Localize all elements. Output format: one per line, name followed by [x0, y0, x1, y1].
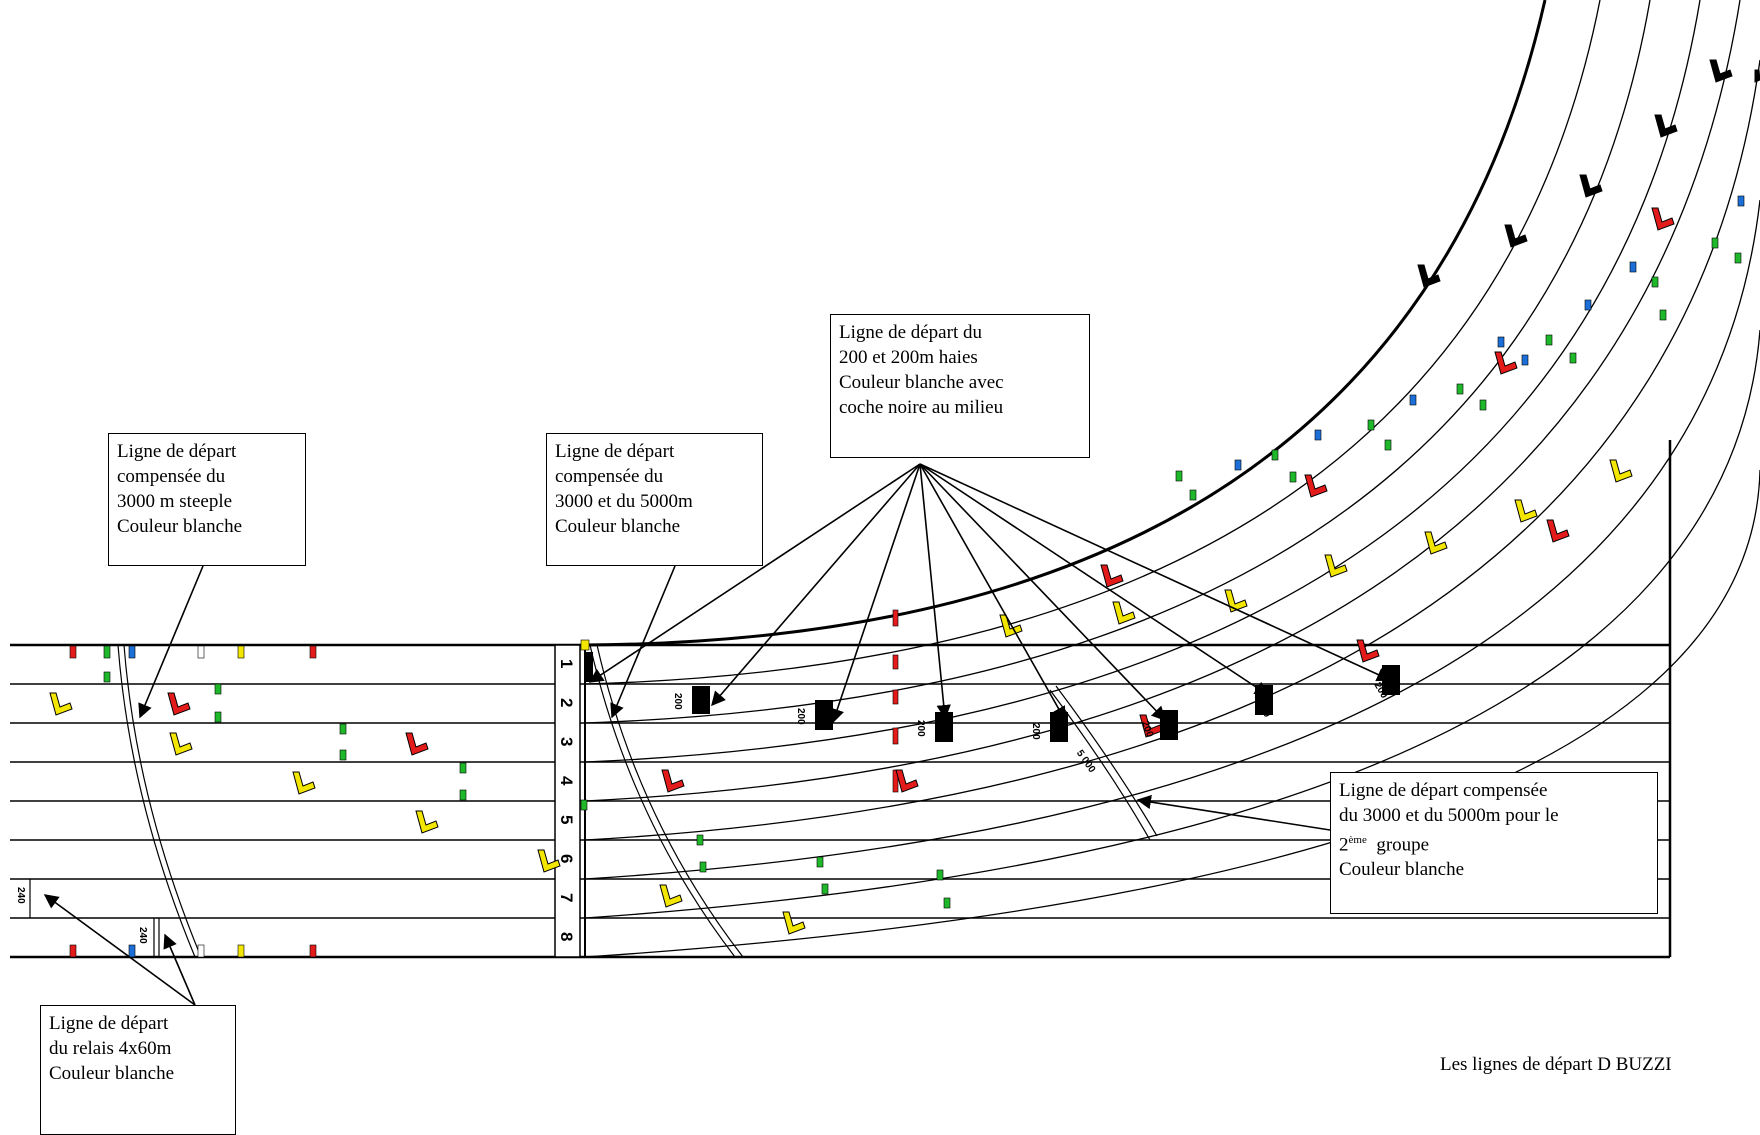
callout-long-distance: Ligne de départ compensée du 3000 et du … — [546, 433, 763, 566]
distance-label: 200 — [672, 693, 683, 710]
arrow-relay-2 — [163, 933, 196, 1006]
callout-text: coche noire au milieu — [839, 397, 1004, 418]
marker-yellow — [1424, 531, 1448, 555]
marker-yellow — [1514, 499, 1538, 523]
lane-number: 7 — [557, 893, 576, 902]
colored-marks — [69, 195, 1745, 958]
callout-text: Couleur blanche — [555, 516, 681, 537]
marker-yellow — [292, 771, 316, 795]
marker-yellow — [537, 849, 561, 873]
callout-text: Ligne de départ — [117, 441, 237, 462]
lane-number: 8 — [557, 932, 576, 941]
two-hundred-start-marks: 200 200 200 200 200 200 200 5 000 240 24… — [15, 652, 1400, 944]
callout-text: Ligne de départ — [49, 1013, 169, 1034]
arrow-steeple — [138, 565, 204, 719]
callout-text-group: 2ème groupe — [1339, 828, 1649, 857]
marker-yellow — [415, 810, 439, 834]
marker-yellow — [49, 692, 73, 716]
marker-red — [1356, 639, 1380, 663]
callout-text: Couleur blanche — [49, 1063, 175, 1084]
callout-text: compensée du — [117, 466, 226, 487]
relay-distance-label: 240 — [137, 927, 148, 944]
lane-number: 2 — [557, 698, 576, 707]
lane-number: 6 — [557, 854, 576, 863]
marker-black — [1654, 114, 1678, 138]
lane-number: 4 — [557, 776, 576, 786]
marker-red — [1494, 351, 1518, 375]
callout-text: Couleur blanche — [1339, 859, 1465, 881]
marker-yellow — [1324, 554, 1348, 578]
marker-yellow — [1112, 601, 1136, 625]
lane-lines — [10, 440, 1672, 959]
callout-steeple: Ligne de départ compensée du 3000 m stee… — [108, 433, 306, 566]
marker-red — [405, 732, 429, 756]
marker-black — [1754, 69, 1760, 83]
callout-text: 3000 et du 5000m — [555, 491, 693, 512]
arrow-long-distance — [610, 565, 676, 719]
arrow-200-lane1 — [588, 463, 921, 683]
lane-number: 3 — [557, 737, 576, 746]
callout-text-superscript: ème — [1348, 834, 1367, 846]
arrow-200-lane2 — [711, 463, 921, 707]
marker-red — [1100, 564, 1124, 588]
marker-red — [167, 692, 191, 716]
callout-relay: Ligne de départ du relais 4x60m Couleur … — [40, 1005, 236, 1135]
arrow-200-lane5 — [919, 463, 1066, 722]
arrow-200-lane8 — [919, 463, 1392, 682]
lane-number: 1 — [557, 659, 576, 668]
callout-text: du relais 4x60m — [49, 1038, 172, 1059]
marker-red — [1304, 474, 1328, 498]
marker-black — [1417, 264, 1441, 288]
arrow-200-lane4 — [919, 463, 951, 720]
callout-text: Couleur blanche — [117, 516, 243, 537]
marker-red — [1651, 207, 1675, 231]
callout-text: Ligne de départ — [555, 441, 675, 462]
marker-yellow — [1609, 459, 1633, 483]
callout-arrows — [43, 463, 1392, 1006]
arrow-relay-1 — [43, 894, 196, 1006]
start-markers — [49, 59, 1760, 935]
callout-text: Ligne de départ compensée — [1339, 780, 1548, 801]
marker-red — [661, 769, 685, 793]
marker-black — [1504, 224, 1528, 248]
callout-text: Couleur blanche avec — [839, 372, 1004, 393]
arrow-200-lane3 — [830, 463, 921, 724]
footer-credit: Les lignes de départ D BUZZI — [1440, 1054, 1672, 1075]
callout-second-group: Ligne de départ compensée du 3000 et du … — [1330, 772, 1658, 914]
marker-yellow — [169, 732, 193, 756]
callout-text: groupe — [1366, 834, 1430, 856]
lane-number: 5 — [557, 815, 576, 824]
arrow-200-lane7 — [919, 463, 1270, 696]
marker-red — [895, 769, 919, 793]
marker-black — [1709, 59, 1733, 83]
arrow-200-lane6 — [919, 463, 1166, 722]
lane-number-column: 1 2 3 4 5 6 7 8 — [554, 644, 581, 958]
callout-text: du 3000 et du 5000m pour le — [1339, 805, 1559, 826]
distance-label: 200 — [795, 708, 806, 725]
callout-two-hundred: Ligne de départ du 200 et 200m haies Cou… — [830, 314, 1090, 458]
distance-label: 200 — [1030, 723, 1041, 740]
marker-yellow — [782, 911, 806, 935]
marker-red — [1546, 519, 1570, 543]
compensated-start-lines — [29, 644, 1158, 958]
callout-text: 200 et 200m haies — [839, 347, 978, 368]
distance-label: 200 — [915, 720, 926, 737]
callout-text: 3000 m steeple — [117, 491, 233, 512]
callout-text: Ligne de départ du — [839, 322, 982, 343]
callout-text: compensée du — [555, 466, 664, 487]
marker-black — [1579, 174, 1603, 198]
callout-text: 2 — [1339, 834, 1349, 856]
relay-distance-label: 240 — [15, 887, 26, 904]
marker-yellow — [659, 884, 683, 908]
arrow-second-group — [1136, 794, 1331, 831]
